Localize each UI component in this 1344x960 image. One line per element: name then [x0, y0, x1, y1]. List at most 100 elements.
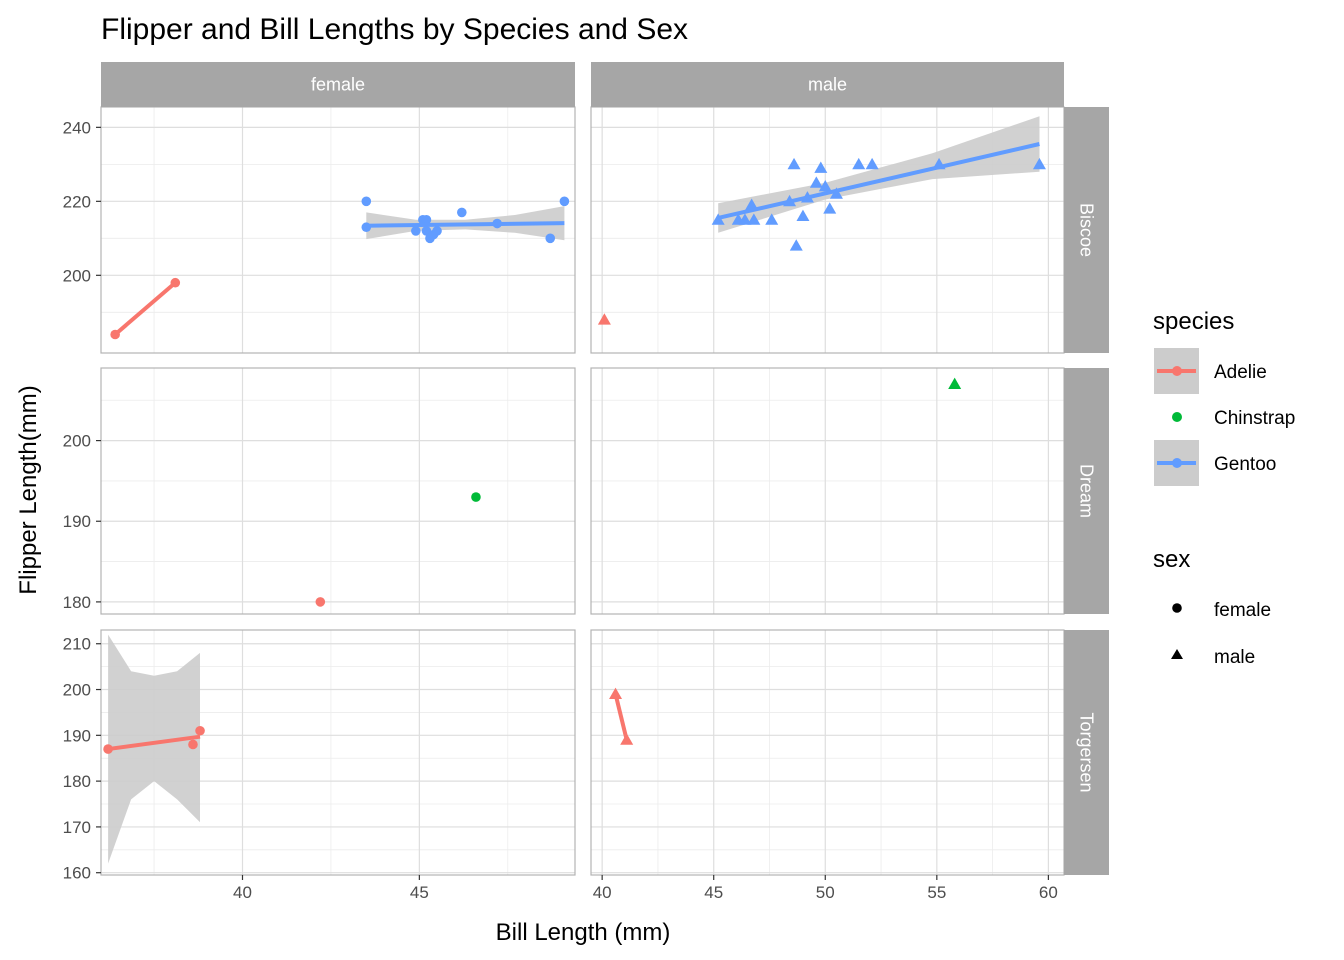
fit-line-adelie: [113, 281, 177, 337]
panel-border: [100, 629, 576, 876]
strip-background: [591, 62, 1064, 107]
fit-line-adelie: [613, 693, 629, 741]
data-point-gentoo: [411, 226, 421, 236]
data-point-adelie: [195, 725, 205, 736]
legend-key-point: [1172, 412, 1182, 422]
panel-content: [315, 492, 481, 607]
panel-content: [110, 196, 570, 340]
legend-label-male: male: [1214, 647, 1255, 668]
data-point-gentoo: [823, 202, 837, 214]
fit-line-gentoo: [366, 221, 565, 228]
data-point-adelie: [597, 313, 611, 325]
fit-line-adelie: [107, 734, 201, 752]
confidence-band-adelie: [108, 634, 200, 864]
x-tick-label-female: 40: [233, 883, 252, 902]
confidence-band-gentoo: [718, 116, 1040, 233]
legend-key-male-triangle: [1171, 649, 1183, 659]
panel-female-Biscoe: [100, 106, 576, 354]
data-point-gentoo: [559, 196, 570, 207]
x-tick-label-male: 45: [704, 883, 723, 902]
panel-content: [597, 116, 1046, 325]
strip-background: [1064, 630, 1109, 875]
data-point-adelie: [188, 739, 198, 750]
data-point-gentoo: [361, 196, 372, 207]
panel-background: [591, 368, 1064, 614]
strip-label-dream: Dream: [1077, 464, 1097, 518]
legend-label-female: female: [1214, 600, 1271, 621]
strip-label-male: male: [808, 75, 847, 95]
panel-content: [103, 634, 205, 864]
strip-background: [1064, 107, 1109, 353]
data-point-gentoo: [765, 213, 779, 225]
data-point-adelie: [609, 687, 623, 699]
legend-label-gentoo: Gentoo: [1214, 454, 1276, 475]
legend-key-female-circle: [1172, 603, 1182, 613]
data-point-gentoo: [545, 233, 556, 244]
data-point-gentoo: [457, 207, 467, 218]
y-tick-label-dream: 180: [63, 593, 91, 612]
x-axis-title: Bill Length (mm): [496, 919, 671, 946]
data-point-gentoo: [421, 226, 432, 236]
y-tick-label-torgersen: 210: [63, 635, 91, 654]
x-tick-label-male: 40: [593, 883, 612, 902]
strip-background: [1064, 368, 1109, 614]
data-point-gentoo: [747, 213, 761, 225]
panels: [100, 106, 1065, 876]
panel-male-Torgersen: [590, 629, 1065, 876]
y-tick-label-dream: 200: [63, 432, 91, 451]
legend-key-chinstrap: [1172, 412, 1182, 422]
data-point-gentoo: [745, 198, 759, 210]
strip-label-torgersen: Torgersen: [1077, 712, 1097, 792]
data-point-gentoo: [814, 161, 828, 173]
legend-species-keys: [1154, 348, 1199, 486]
fit-line-gentoo: [717, 142, 1040, 220]
legend-label-adelie: Adelie: [1214, 362, 1267, 383]
y-tick-label-torgersen: 180: [63, 772, 91, 791]
panel-content: [609, 687, 634, 745]
legend-sex-title: sex: [1153, 546, 1190, 573]
x-tick-label-male: 60: [1039, 883, 1058, 902]
data-point-adelie: [103, 744, 113, 754]
data-point-gentoo: [829, 187, 843, 199]
y-tick-label-torgersen: 190: [63, 726, 91, 745]
x-tick-label-male: 50: [816, 883, 835, 902]
strip-female: female: [101, 62, 575, 107]
data-point-gentoo: [809, 176, 823, 188]
panel-male-Dream: [590, 367, 1065, 615]
data-point-adelie: [315, 597, 326, 607]
strip-dream: Dream: [1064, 368, 1109, 614]
strip-background: [101, 62, 575, 107]
strip-biscoe: Biscoe: [1064, 107, 1109, 353]
panel-content: [948, 377, 962, 390]
strip-torgersen: Torgersen: [1064, 630, 1109, 875]
panel-female-Dream: [100, 367, 576, 615]
y-tick-label-torgersen: 200: [63, 681, 91, 700]
x-tick-label-female: 45: [410, 883, 429, 902]
y-tick-label-torgersen: 160: [63, 864, 91, 883]
facet-strips: female male Biscoe Dream Torgersen: [101, 62, 1109, 875]
data-point-gentoo: [865, 157, 879, 170]
legend-species-title: species: [1153, 308, 1234, 335]
y-tick-label-dream: 190: [63, 512, 91, 531]
data-point-chinstrap: [471, 492, 481, 502]
axes: 200 220 240 180 190 200 160 170 180 190 200 210 40 45…: [63, 118, 1058, 902]
data-point-gentoo: [421, 215, 432, 225]
legend-sex-keys: [1171, 603, 1183, 659]
strip-male: male: [591, 62, 1064, 107]
panel-background: [101, 368, 575, 614]
plot-title: Flipper and Bill Lengths by Species and …: [101, 13, 688, 46]
y-tick-label-biscoe: 200: [63, 266, 91, 285]
data-point-gentoo: [818, 180, 832, 192]
data-point-gentoo: [789, 239, 803, 251]
strip-label-biscoe: Biscoe: [1077, 203, 1097, 257]
data-point-gentoo: [787, 157, 801, 170]
x-tick-label-male: 55: [927, 883, 946, 902]
panel-border: [100, 367, 576, 615]
data-point-gentoo: [711, 213, 725, 225]
y-axis-title: Flipper Length(mm): [15, 385, 42, 594]
legend-key-adelie: [1154, 348, 1199, 394]
panel-male-Biscoe: [590, 106, 1065, 354]
strip-label-female: female: [311, 75, 365, 95]
y-tick-label-biscoe: 240: [63, 118, 91, 137]
